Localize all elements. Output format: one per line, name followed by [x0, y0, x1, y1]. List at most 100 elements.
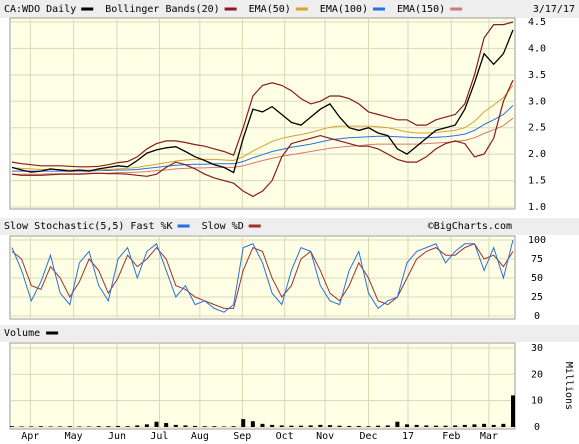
- x-tick-label: Oct: [276, 431, 294, 442]
- series-line: [11, 29, 514, 174]
- series-line: [11, 243, 514, 309]
- bar: [154, 421, 159, 427]
- y-tick-label: 3.0: [528, 96, 546, 107]
- bar: [472, 424, 477, 427]
- series-line: [11, 79, 514, 198]
- bar: [125, 426, 130, 427]
- bar: [29, 426, 34, 427]
- bar: [299, 425, 304, 427]
- bar: [106, 426, 111, 427]
- bar: [67, 426, 72, 427]
- bar: [260, 423, 265, 427]
- panel-title: Volume: [4, 328, 40, 339]
- x-tick-label: Jul: [150, 431, 168, 442]
- annotation: 3/17/17: [533, 4, 575, 15]
- legend-swatch: [224, 7, 237, 11]
- bar: [433, 425, 438, 427]
- bar: [462, 424, 467, 427]
- bar: [511, 395, 515, 427]
- bar: [289, 425, 294, 427]
- bar: [10, 426, 14, 427]
- y-tick-label: 0: [534, 311, 540, 322]
- bar: [318, 424, 323, 427]
- y-tick-label: 20: [531, 369, 543, 380]
- bar: [501, 423, 506, 427]
- bar: [395, 421, 400, 427]
- bar: [337, 425, 342, 427]
- bar: [58, 426, 63, 427]
- x-tick-label: Sep: [233, 431, 251, 442]
- y-tick-label: 3.5: [528, 70, 546, 81]
- bar: [241, 419, 246, 427]
- y-tick-label: 1.5: [528, 176, 546, 187]
- legend-label: EMA(100): [320, 4, 368, 15]
- x-tick-label: May: [65, 431, 83, 442]
- bar: [270, 424, 275, 427]
- bar: [135, 425, 140, 427]
- x-tick-label: Jun: [108, 431, 126, 442]
- bar: [250, 421, 255, 427]
- legend-label: Fast %K: [130, 221, 172, 232]
- y-tick-label: 2.5: [528, 123, 546, 134]
- y-tick-label: 4.0: [528, 43, 546, 54]
- y-tick-label: 50: [531, 273, 543, 284]
- bar: [202, 426, 207, 427]
- x-tick-label: Mar: [480, 431, 498, 442]
- bar: [19, 426, 24, 427]
- legend-swatch: [295, 7, 308, 11]
- y-tick-label: 1.0: [528, 202, 546, 213]
- legend-label: Slow %D: [202, 221, 244, 232]
- legend-swatch: [177, 224, 190, 228]
- x-tick-label: Aug: [191, 431, 209, 442]
- legend-swatch: [81, 7, 94, 11]
- bar: [405, 424, 410, 427]
- bar: [424, 425, 429, 427]
- y-tick-label: 2.0: [528, 149, 546, 160]
- bar: [212, 426, 217, 427]
- bar: [231, 426, 236, 427]
- header-bar: [0, 0, 579, 18]
- x-tick-label: Apr: [21, 431, 39, 442]
- y-tick-label: 75: [531, 254, 543, 265]
- y-axis-label: Millions: [563, 362, 574, 410]
- bar: [96, 426, 101, 427]
- bar: [366, 426, 371, 427]
- bar: [38, 426, 43, 427]
- y-tick-label: 100: [528, 235, 546, 246]
- annotation: ©BigCharts.com: [428, 221, 512, 232]
- legend-swatch: [248, 224, 261, 228]
- y-tick-label: 4.5: [528, 17, 546, 28]
- y-tick-label: 25: [531, 292, 543, 303]
- header-bar: [0, 325, 579, 342]
- legend-swatch: [46, 331, 59, 335]
- bar: [376, 425, 381, 427]
- y-tick-label: 30: [531, 343, 543, 354]
- bar: [48, 426, 53, 427]
- y-tick-label: 0: [534, 422, 540, 433]
- bar: [453, 425, 458, 427]
- series-line: [11, 239, 514, 313]
- series-line: [12, 105, 514, 172]
- bar: [183, 425, 188, 427]
- bar: [356, 425, 361, 427]
- bar: [347, 425, 352, 427]
- legend-label: Bollinger Bands(20): [105, 4, 219, 15]
- x-tick-label: 17: [402, 431, 414, 442]
- bar: [115, 425, 120, 427]
- plot-area: [9, 17, 516, 210]
- bar: [385, 425, 390, 427]
- y-tick-label: 10: [531, 396, 543, 407]
- bar: [491, 424, 496, 427]
- legend-swatch: [372, 7, 385, 11]
- bar: [77, 426, 82, 427]
- legend-label: CA:WDO Daily: [4, 4, 76, 15]
- plot-area: [9, 342, 516, 430]
- bar: [193, 425, 198, 427]
- panel-title: Slow Stochastic(5,5): [4, 221, 124, 232]
- bar: [164, 423, 169, 427]
- series-line: [11, 21, 514, 168]
- bar: [279, 425, 284, 427]
- bar: [173, 424, 178, 427]
- header-bar: [0, 218, 579, 235]
